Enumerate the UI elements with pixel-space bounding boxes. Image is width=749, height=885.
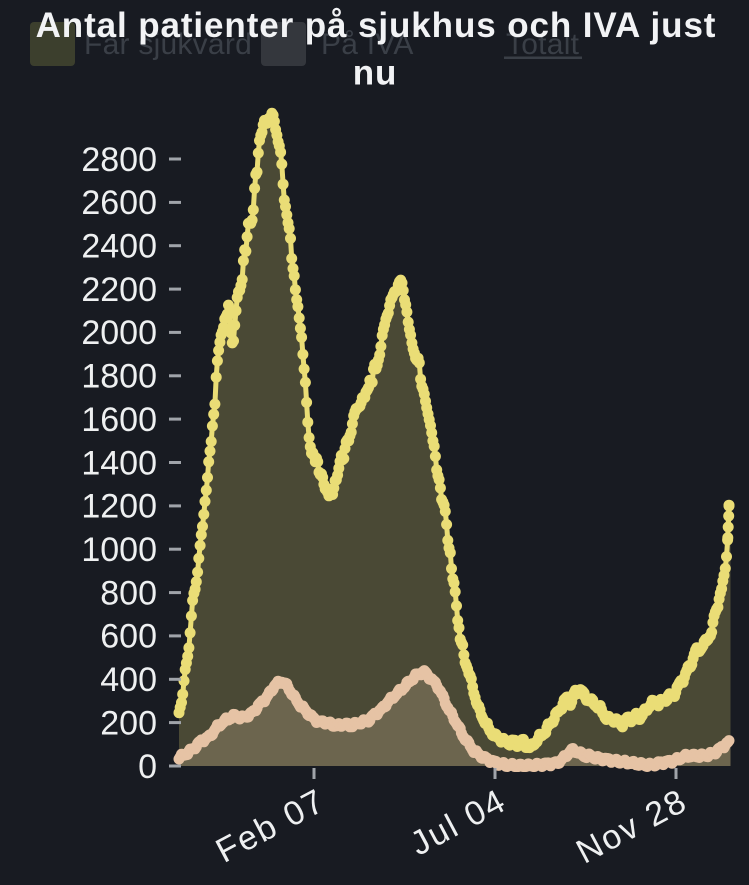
svg-text:800: 800 xyxy=(100,574,157,612)
svg-text:1200: 1200 xyxy=(81,488,157,526)
svg-text:0: 0 xyxy=(138,748,157,786)
svg-text:2400: 2400 xyxy=(81,228,157,266)
svg-text:2200: 2200 xyxy=(81,271,157,309)
svg-text:2600: 2600 xyxy=(81,184,157,222)
svg-text:400: 400 xyxy=(100,661,157,699)
svg-text:På IVA: På IVA xyxy=(321,28,414,61)
svg-text:1600: 1600 xyxy=(81,401,157,439)
svg-text:1000: 1000 xyxy=(81,531,157,569)
svg-text:Antal patienter på sjukhus och: Antal patienter på sjukhus och IVA just xyxy=(36,6,717,45)
svg-text:2800: 2800 xyxy=(81,141,157,179)
svg-text:Får sjukvård: Får sjukvård xyxy=(84,28,252,61)
svg-text:nu: nu xyxy=(353,54,398,93)
svg-text:Totalt: Totalt xyxy=(506,28,580,61)
svg-text:1800: 1800 xyxy=(81,358,157,396)
svg-text:600: 600 xyxy=(100,618,157,656)
svg-text:1400: 1400 xyxy=(81,444,157,482)
svg-text:200: 200 xyxy=(100,704,157,742)
svg-text:2000: 2000 xyxy=(81,314,157,352)
